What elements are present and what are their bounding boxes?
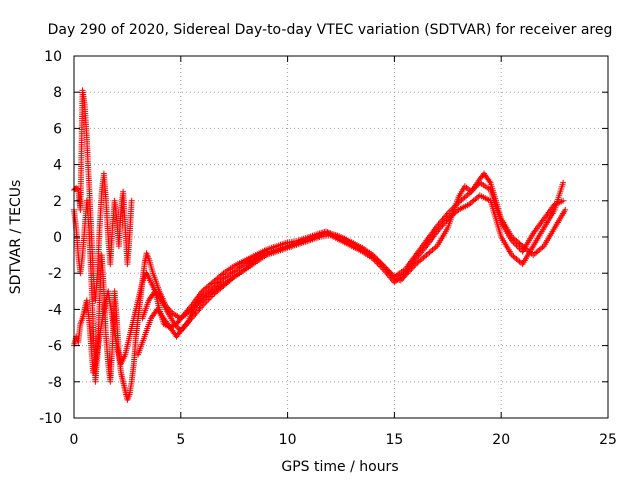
x-tick-label: 10 [279,432,297,448]
axis-tick-labels: 0 5 10 15 20 25 -10 -8 -6 -4 -2 0 2 4 6 8 10 [39,49,617,448]
x-tick-label: 0 [70,432,79,448]
series-2 [71,197,270,403]
y-tick-label: -6 [48,339,62,355]
y-tick-label: -10 [39,411,62,427]
y-axis-label: SDTVAR / TECUs [8,180,24,295]
grid [74,56,608,418]
axis-ticks [73,55,609,419]
y-tick-label: 10 [44,49,62,65]
x-tick-label: 15 [385,432,403,448]
y-tick-label: 6 [53,121,62,137]
y-tick-label: -8 [48,375,62,391]
x-axis-label: GPS time / hours [281,459,398,475]
y-tick-label: 2 [53,194,62,210]
y-tick-label: 8 [53,85,62,101]
series-markers [139,179,567,335]
x-tick-label: 20 [492,432,510,448]
chart-title: Day 290 of 2020, Sidereal Day-to-day VTE… [48,22,613,38]
series-markers [71,197,270,403]
y-tick-label: 0 [53,230,62,246]
x-tick-label: 25 [599,432,617,448]
series-5 [139,179,567,335]
y-tick-label: -2 [48,266,62,282]
y-tick-label: 4 [53,158,62,174]
data-series [71,87,569,403]
y-tick-label: -4 [48,302,62,318]
x-tick-label: 5 [176,432,185,448]
